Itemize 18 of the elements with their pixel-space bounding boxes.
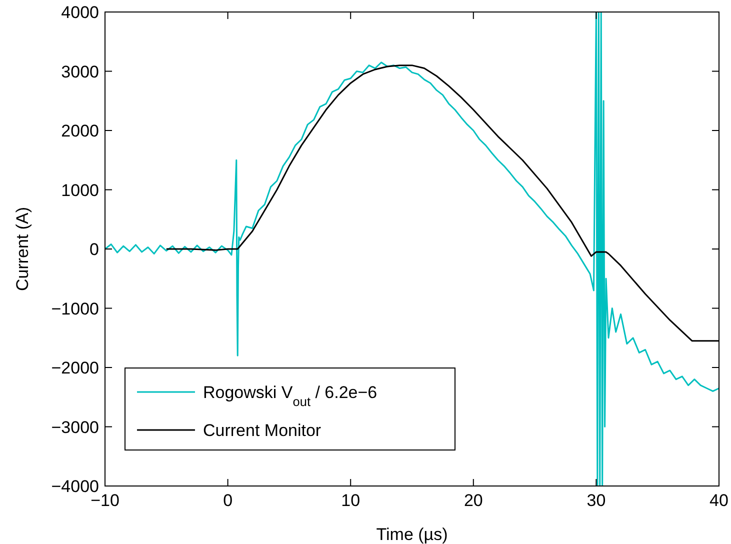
- x-tick-label: 10: [341, 491, 360, 510]
- y-tick-label: 1000: [61, 180, 99, 200]
- y-tick-label: 0: [90, 240, 99, 259]
- y-tick-label: −2000: [51, 358, 99, 378]
- y-tick-label: 3000: [61, 62, 99, 82]
- x-tick-label: 30: [586, 491, 606, 510]
- x-tick-label: 40: [710, 491, 728, 510]
- x-axis-title: Time (µs): [376, 525, 448, 544]
- y-tick-label: 2000: [61, 122, 99, 140]
- legend-label: Current Monitor: [203, 421, 322, 440]
- y-axis-title: Current (A): [13, 206, 32, 292]
- legend-label: Rogowski V$_{out}$ / 6.2e−6: [203, 383, 378, 408]
- x-tick-label: 20: [464, 491, 483, 510]
- y-tick-label: −3000: [51, 418, 99, 437]
- y-tick-label: −1000: [51, 299, 99, 318]
- y-tick-label: 4000: [61, 3, 99, 22]
- x-tick-label: 0: [223, 491, 233, 510]
- line-series: [105, 12, 719, 486]
